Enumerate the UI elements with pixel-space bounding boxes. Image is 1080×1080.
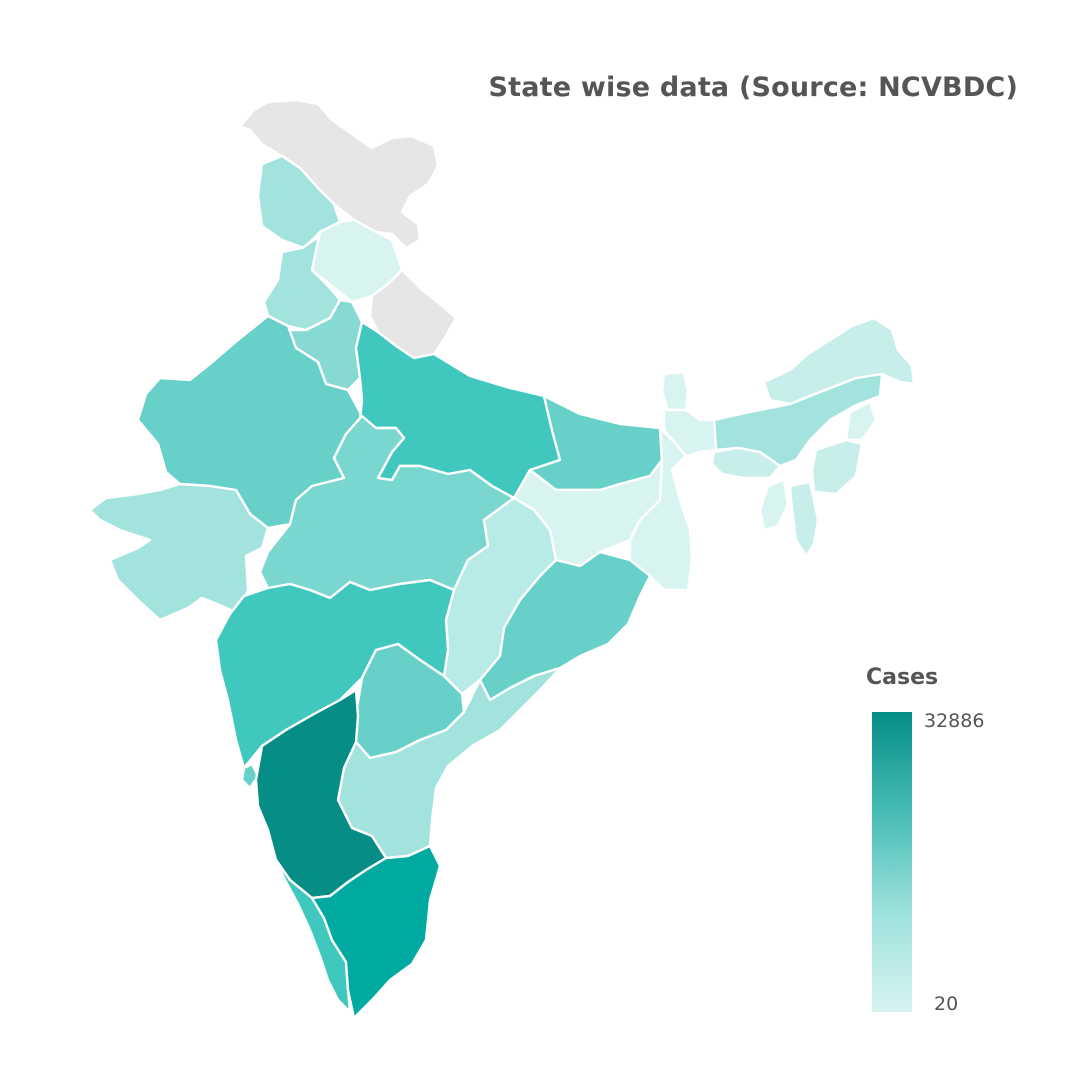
region-manipur[interactable] xyxy=(810,438,864,496)
region-jammu-kashmir[interactable] xyxy=(238,98,440,250)
region-goa[interactable] xyxy=(240,762,260,790)
legend-title: Cases xyxy=(866,665,939,690)
legend-color-scale xyxy=(872,712,912,1012)
map-title: State wise data (Source: NCVBDC) xyxy=(488,72,1018,103)
region-mizoram[interactable] xyxy=(788,480,820,558)
region-andhra-pradesh[interactable] xyxy=(336,666,562,860)
region-nagaland[interactable] xyxy=(844,400,878,442)
region-karnataka[interactable] xyxy=(254,688,388,900)
region-meghalaya[interactable] xyxy=(710,446,782,480)
legend-max-label: 32886 xyxy=(924,710,985,732)
region-odisha[interactable] xyxy=(478,550,652,702)
region-tripura[interactable] xyxy=(758,478,790,532)
region-tamil-nadu[interactable] xyxy=(310,844,442,1020)
region-west-bengal[interactable] xyxy=(628,426,694,592)
region-north-bengal[interactable] xyxy=(662,408,718,458)
region-gujarat[interactable] xyxy=(88,482,270,622)
legend-min-label: 20 xyxy=(934,993,959,1015)
region-arunachal-pradesh[interactable] xyxy=(762,316,916,406)
region-sikkim[interactable] xyxy=(660,370,690,412)
